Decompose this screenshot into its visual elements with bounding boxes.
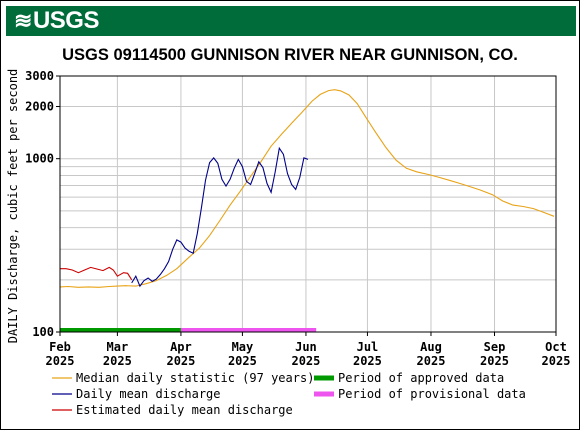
x-tick-year: 2025: [353, 354, 382, 368]
legend-label: Period of approved data: [338, 371, 504, 385]
axis-ticks: 100100020003000Feb2025Mar2025Apr2025May2…: [25, 69, 570, 368]
x-tick-year: 2025: [417, 354, 446, 368]
x-tick-month: Apr: [170, 340, 192, 354]
legend-label: Daily mean discharge: [76, 387, 221, 401]
y-tick-label: 2000: [25, 100, 54, 114]
x-tick-year: 2025: [291, 354, 320, 368]
y-axis-label: DAILY Discharge, cubic feet per second: [6, 69, 20, 344]
usgs-wave-icon: ≋: [14, 8, 32, 33]
x-tick-month: Mar: [107, 340, 129, 354]
series-lines: [59, 89, 555, 288]
y-tick-label: 1000: [25, 152, 54, 166]
x-tick-year: 2025: [103, 354, 132, 368]
usgs-banner: ≋USGS: [6, 6, 576, 36]
x-tick-month: Aug: [420, 340, 442, 354]
x-tick-year: 2025: [542, 354, 571, 368]
x-tick-month: Feb: [49, 340, 71, 354]
x-tick-year: 2025: [46, 354, 75, 368]
x-tick-month: May: [232, 340, 254, 354]
period-bar: [180, 328, 317, 332]
legend-label: Median daily statistic (97 years): [76, 371, 314, 385]
x-tick-month: Jul: [357, 340, 379, 354]
x-tick-month: Oct: [545, 340, 567, 354]
x-tick-year: 2025: [228, 354, 257, 368]
usgs-logo-text: USGS: [32, 7, 100, 34]
y-tick-label: 100: [32, 325, 54, 339]
plot-border: [59, 75, 557, 333]
x-tick-year: 2025: [480, 354, 509, 368]
period-bar: [60, 328, 181, 332]
usgs-logo: ≋USGS: [14, 7, 99, 35]
x-tick-month: Sep: [484, 340, 506, 354]
series-line: [60, 266, 133, 281]
legend-label: Period of provisional data: [338, 387, 526, 401]
chart-title: USGS 09114500 GUNNISON RIVER NEAR GUNNIS…: [62, 46, 518, 64]
grid-lines: [59, 75, 557, 332]
y-tick-label: 3000: [25, 69, 54, 83]
x-tick-month: Jun: [295, 340, 317, 354]
series-line: [131, 146, 309, 288]
x-tick-year: 2025: [166, 354, 195, 368]
data-periods: [60, 328, 317, 332]
legend: Median daily statistic (97 years) Daily m…: [52, 371, 526, 417]
series-line: [59, 89, 555, 288]
legend-label: Estimated daily mean discharge: [76, 403, 293, 417]
